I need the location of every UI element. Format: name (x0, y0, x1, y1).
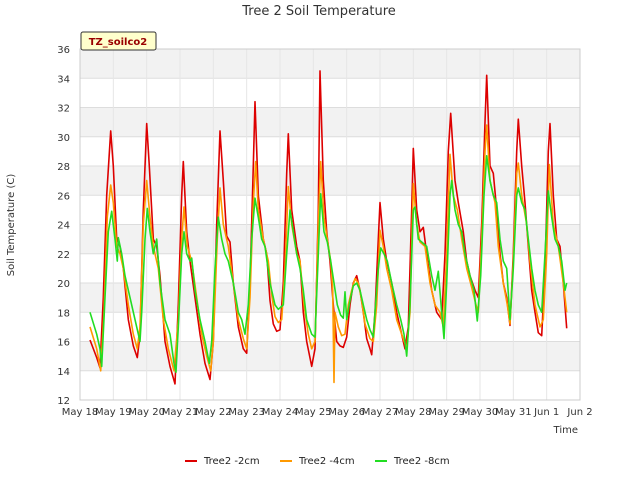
badge-label: TZ_soilco2 (89, 37, 148, 48)
y-tick-label: 24 (57, 221, 70, 232)
y-tick-label: 12 (57, 396, 70, 407)
x-tick-label: May 26 (328, 407, 365, 418)
series-line (89, 124, 568, 384)
x-tick-label: May 21 (162, 407, 199, 418)
legend-label: Tree2 -4cm (298, 456, 355, 467)
y-tick-label: 32 (57, 104, 70, 115)
x-axis-title: Time (553, 425, 578, 436)
y-tick-label: 36 (57, 45, 70, 56)
x-tick-label: May 19 (95, 407, 132, 418)
x-tick-label: May 29 (428, 407, 465, 418)
series-line (89, 155, 568, 373)
x-tick-label: May 27 (362, 407, 399, 418)
dataset-badge: TZ_soilco2 (80, 31, 157, 51)
legend-label: Tree2 -8cm (393, 456, 450, 467)
y-tick-label: 26 (57, 191, 70, 202)
legend-label: Tree2 -2cm (203, 456, 260, 467)
x-tick-label: Jun 2 (566, 407, 592, 418)
plot-band (80, 107, 580, 137)
y-axis-title: Soil Temperature (C) (6, 174, 17, 277)
x-tick-label: May 30 (462, 407, 499, 418)
x-tick-label: May 31 (495, 407, 532, 418)
badge-box (80, 31, 157, 51)
plot-band (80, 341, 580, 371)
x-tick-label: Jun 1 (533, 407, 559, 418)
legend-item: Tree2 -4cm (280, 456, 355, 467)
y-tick-label: 34 (57, 74, 70, 85)
y-tick-label: 22 (57, 250, 70, 261)
x-tick-label: May 23 (228, 407, 265, 418)
x-tick-label: May 18 (62, 407, 99, 418)
series-lines (89, 70, 568, 385)
x-tick-label: May 22 (195, 407, 232, 418)
x-tick-label: May 28 (395, 407, 432, 418)
legend-item: Tree2 -2cm (185, 456, 260, 467)
y-tick-label: 14 (57, 367, 70, 378)
plot-frame (79, 48, 581, 401)
plot-band (80, 49, 580, 79)
legend-item: Tree2 -8cm (375, 456, 450, 467)
y-tick-label: 30 (57, 133, 70, 144)
legend: Tree2 -2cm Tree2 -4cm Tree2 -8cm (185, 456, 450, 467)
plot-band (80, 166, 580, 196)
y-tick-label: 18 (57, 308, 70, 319)
chart-title: Tree 2 Soil Temperature (241, 4, 396, 19)
x-tick-label: May 25 (295, 407, 332, 418)
y-tick-label: 16 (57, 338, 70, 349)
x-tick-label: May 20 (128, 407, 165, 418)
x-tick-label: May 24 (262, 407, 299, 418)
y-tick-labels: 12 14 16 18 20 22 24 26 28 30 32 34 36 (57, 45, 70, 407)
y-tick-label: 28 (57, 162, 70, 173)
y-tick-label: 20 (57, 279, 70, 290)
